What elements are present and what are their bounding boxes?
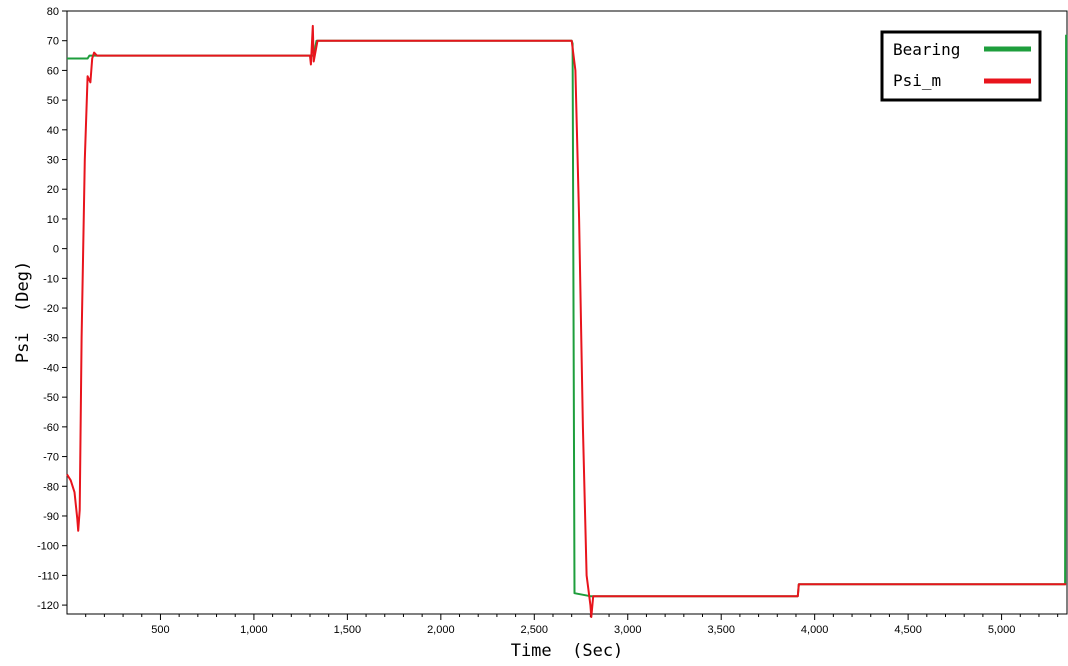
x-tick-label: 2,000 <box>427 624 455 636</box>
y-tick-label: -100 <box>37 541 59 553</box>
y-tick-label: 70 <box>47 36 59 48</box>
x-tick-label: 4,500 <box>894 624 922 636</box>
x-tick-label: 1,500 <box>334 624 362 636</box>
x-axis-title: Time (Sec) <box>511 641 624 661</box>
legend-box <box>880 30 1042 102</box>
y-tick-label: -20 <box>43 303 59 315</box>
legend: Bearing Psi_m <box>880 30 1042 102</box>
series-layer <box>66 24 1068 618</box>
x-tick-label: 1,000 <box>240 624 268 636</box>
y-tick-label: -120 <box>37 600 59 612</box>
x-tick-label: 5,000 <box>988 624 1016 636</box>
legend-label-bearing: Bearing <box>893 40 960 59</box>
y-tick-label: 10 <box>47 214 59 226</box>
y-tick-label: 80 <box>47 6 59 18</box>
y-tick-label: -40 <box>43 362 59 374</box>
y-tick-label: 20 <box>47 184 59 196</box>
y-axis-title: Psi (Deg) <box>13 261 33 363</box>
series-line-psi-m <box>66 24 1067 618</box>
legend-label-psi-m: Psi_m <box>893 71 941 90</box>
y-tick-label: 40 <box>47 125 59 137</box>
y-tick-label: 0 <box>53 244 59 256</box>
y-tick-label: -110 <box>38 570 59 582</box>
y-tick-label: 30 <box>47 155 59 167</box>
y-tick-label: -90 <box>43 511 59 523</box>
y-tick-label: -50 <box>43 392 59 404</box>
x-tick-label: 4,000 <box>801 624 829 636</box>
y-tick-label: 60 <box>47 65 59 77</box>
x-tick-label: 2,500 <box>521 624 549 636</box>
y-tick-label: -80 <box>43 481 59 493</box>
x-tick-label: 500 <box>151 624 169 636</box>
x-tick-label: 3,000 <box>614 624 642 636</box>
y-axis-ticks: 80 70 60 50 40 30 20 10 0 -10 -20 -30 -40 -50 -60 -70 -8… <box>37 6 67 612</box>
y-tick-label: 50 <box>47 95 59 107</box>
x-tick-label: 3,500 <box>707 624 735 636</box>
y-tick-label: -10 <box>43 273 59 285</box>
y-tick-label: -60 <box>43 422 59 434</box>
x-axis-ticks: 500 1,000 1,500 2,000 2,500 3,000 3,500 4,000 4,… <box>85 614 1059 636</box>
plot-area <box>66 10 1068 615</box>
y-tick-label: -30 <box>43 333 59 345</box>
y-tick-label: -70 <box>43 452 59 464</box>
